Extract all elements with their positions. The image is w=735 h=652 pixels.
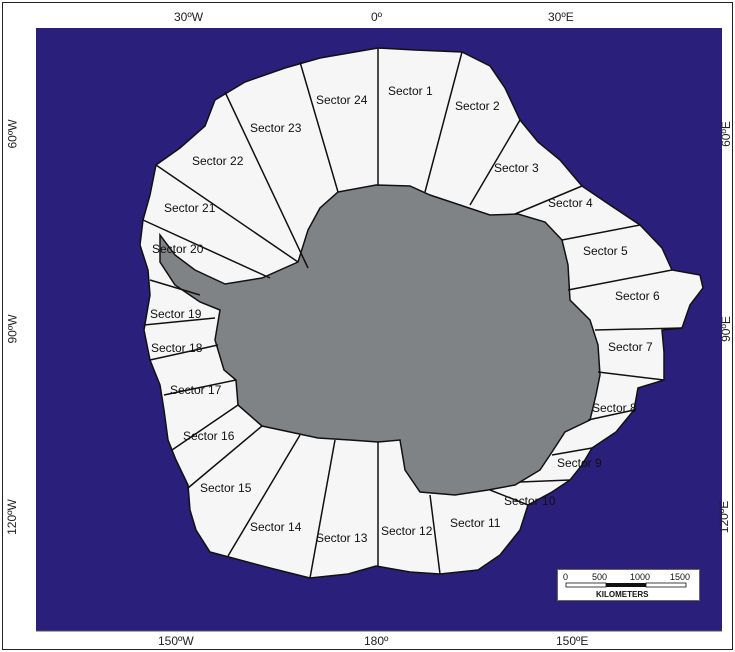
sector-label: Sector 8: [592, 401, 637, 415]
sector-label: Sector 3: [494, 161, 539, 175]
sector-label: Sector 9: [557, 456, 602, 470]
scale-unit-label: KILOMETERS: [596, 590, 649, 599]
sector-label: Sector 19: [150, 307, 202, 321]
right-axis-label: 90ºE: [719, 316, 733, 342]
sector-label: Sector 24: [316, 93, 368, 107]
sector-label: Sector 23: [250, 121, 302, 135]
sector-label: Sector 16: [183, 429, 235, 443]
scale-bar-segment: [566, 583, 606, 587]
scale-bar-segment: [646, 583, 686, 587]
right-axis-label: 120ºE: [717, 501, 731, 533]
left-axis-label: 120ºW: [5, 499, 19, 535]
bottom-axis-label: 150ºW: [158, 634, 194, 648]
bottom-axis-label: 180º: [364, 634, 388, 648]
sector-label: Sector 15: [200, 481, 252, 495]
bottom-axis-label: 150ºE: [556, 634, 588, 648]
scale-bar-graphic: 0 500 1000 1500 KILOMETERS: [558, 570, 699, 600]
left-axis-label: 90ºW: [6, 314, 20, 343]
sector-label: Sector 14: [250, 520, 302, 534]
sector-label: Sector 21: [164, 201, 216, 215]
sector-label: Sector 22: [192, 154, 244, 168]
top-axis-label: 30ºW: [174, 10, 203, 24]
scale-bar-segment: [606, 583, 646, 587]
scale-bar: 0 500 1000 1500 KILOMETERS: [557, 569, 700, 601]
sector-label: Sector 4: [548, 196, 593, 210]
left-axis-label: 60ºW: [6, 119, 20, 148]
sector-label: Sector 17: [170, 383, 222, 397]
sector-label: Sector 13: [316, 531, 368, 545]
sector-label: Sector 5: [583, 244, 628, 258]
scale-tick-label: 0: [563, 572, 568, 582]
sector-label: Sector 2: [455, 99, 500, 113]
top-axis-label: 0º: [371, 10, 382, 24]
scale-tick-label: 1500: [670, 572, 690, 582]
sector-label: Sector 18: [151, 341, 203, 355]
sector-label: Sector 12: [381, 524, 433, 538]
sector-label: Sector 1: [388, 84, 433, 98]
scale-tick-label: 1000: [630, 572, 650, 582]
sector-label: Sector 7: [608, 340, 653, 354]
right-axis-label: 60ºE: [719, 121, 733, 147]
sector-label: Sector 20: [152, 242, 204, 256]
sector-label: Sector 10: [504, 494, 556, 508]
sector-label: Sector 11: [450, 516, 501, 530]
scale-tick-label: 500: [592, 572, 607, 582]
sector-label: Sector 6: [615, 289, 660, 303]
top-axis-label: 30ºE: [548, 10, 574, 24]
